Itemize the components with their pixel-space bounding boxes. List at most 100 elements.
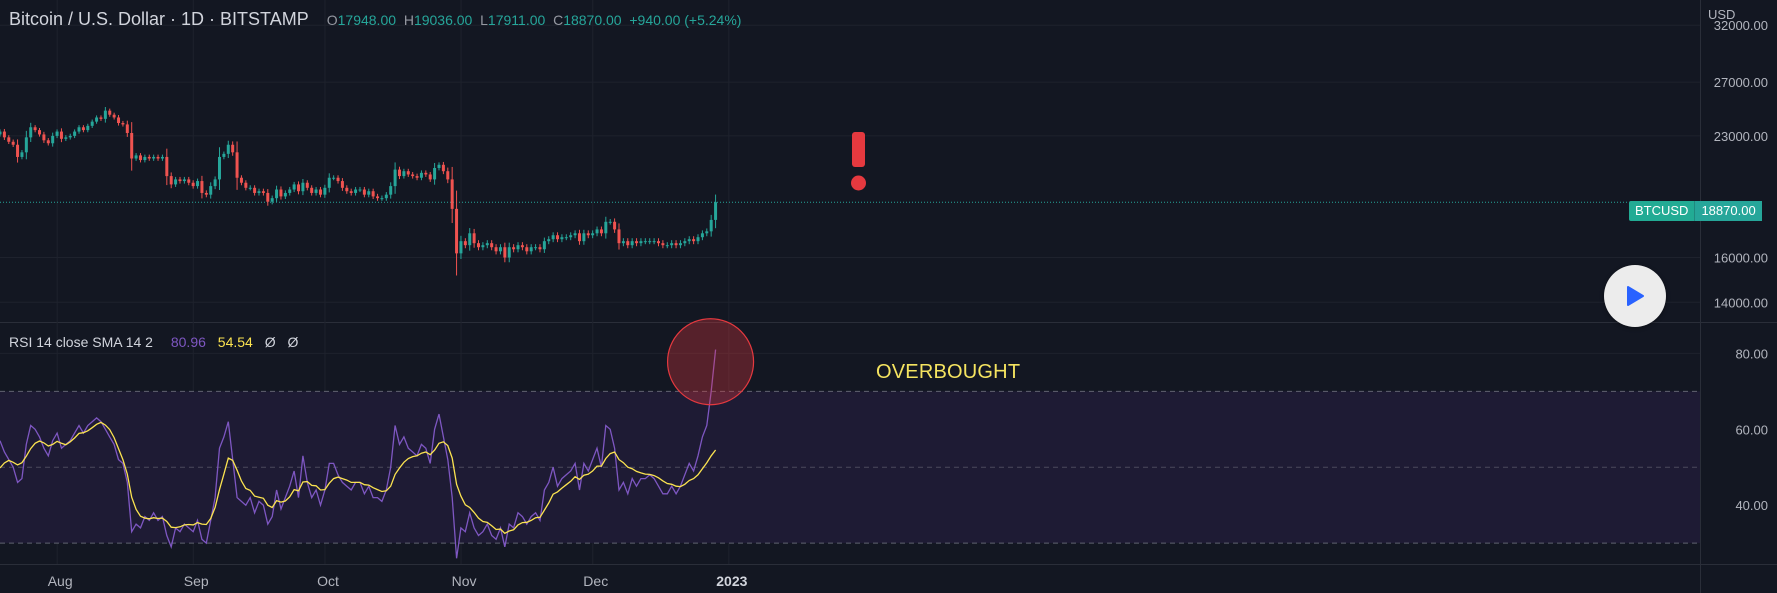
candle xyxy=(459,235,463,259)
candle-body xyxy=(534,247,538,249)
candle-body xyxy=(371,191,375,197)
candle-body xyxy=(648,241,652,243)
candle xyxy=(187,176,191,186)
candle xyxy=(310,185,314,196)
candle xyxy=(678,240,682,249)
candle xyxy=(222,151,226,160)
candle xyxy=(595,226,599,237)
candle-body xyxy=(384,194,388,199)
candle-body xyxy=(292,184,296,190)
candle xyxy=(143,154,147,163)
candle-body xyxy=(169,176,173,185)
candle xyxy=(42,131,46,143)
candle xyxy=(652,238,656,245)
candle xyxy=(64,135,68,142)
candle xyxy=(485,240,489,249)
candle-body xyxy=(639,241,643,244)
candle xyxy=(182,176,186,184)
candle-body xyxy=(525,247,529,252)
candle xyxy=(200,175,204,199)
candle xyxy=(204,190,208,198)
candle-body xyxy=(340,181,344,188)
candle xyxy=(178,176,182,184)
candle-body xyxy=(481,245,485,248)
candle xyxy=(573,230,577,239)
candle xyxy=(534,244,538,251)
candle xyxy=(599,226,603,237)
candle-body xyxy=(64,137,68,139)
low-label: L xyxy=(480,12,488,28)
change-value: +940.00 (+5.24%) xyxy=(629,12,742,28)
candle-body xyxy=(411,174,415,177)
candle xyxy=(424,170,428,177)
candle-body xyxy=(117,117,121,124)
candle-body xyxy=(218,156,221,180)
candle-body xyxy=(279,189,283,197)
candle-body xyxy=(305,182,309,188)
candle-body xyxy=(33,127,37,131)
candle xyxy=(613,218,617,233)
candle xyxy=(314,186,318,196)
candle xyxy=(705,228,709,237)
replay-play-button[interactable] xyxy=(1604,265,1666,327)
candle xyxy=(411,172,415,179)
candle-body xyxy=(468,233,472,246)
candle xyxy=(125,120,129,137)
candle xyxy=(621,238,625,247)
candle-body xyxy=(538,247,542,250)
candle-body xyxy=(692,239,696,242)
candle xyxy=(305,180,309,191)
candle-body xyxy=(314,189,318,193)
candle-body xyxy=(661,243,665,246)
candle xyxy=(450,166,454,224)
candle-body xyxy=(705,231,709,234)
open-label: O xyxy=(326,12,338,28)
candle xyxy=(498,244,502,255)
candle xyxy=(38,127,42,137)
candle-body xyxy=(617,229,621,244)
candle xyxy=(253,185,257,196)
rsi-title[interactable]: RSI 14 close SMA 14 2 xyxy=(9,334,153,350)
candle-body xyxy=(156,156,160,159)
candle-body xyxy=(174,179,178,185)
candle-body xyxy=(143,156,147,161)
currency-label: USD xyxy=(1708,7,1735,22)
candle-body xyxy=(301,182,305,192)
candle-body xyxy=(520,245,524,248)
candle xyxy=(577,229,581,245)
candle xyxy=(556,232,560,243)
candle-body xyxy=(643,241,647,243)
candle xyxy=(639,238,643,247)
candle-body xyxy=(138,155,142,161)
candle-body xyxy=(226,144,230,154)
candle-body xyxy=(182,179,186,182)
candle xyxy=(626,238,630,249)
candle xyxy=(51,132,55,147)
candle xyxy=(73,129,77,139)
candle xyxy=(437,162,441,171)
candle xyxy=(349,188,353,196)
candle-body xyxy=(90,121,94,126)
candle-body xyxy=(556,235,560,240)
candle xyxy=(472,228,476,248)
time-tick-label: Aug xyxy=(48,573,73,589)
symbol-title[interactable]: Bitcoin / U.S. Dollar · 1D · BITSTAMP xyxy=(9,9,309,29)
candle xyxy=(112,112,116,120)
candle xyxy=(103,107,107,123)
candle-body xyxy=(472,233,476,244)
time-tick-label: Nov xyxy=(452,573,477,589)
candlestick-series xyxy=(0,107,718,276)
candle-body xyxy=(20,152,24,157)
candle xyxy=(648,238,652,245)
candle xyxy=(397,166,401,180)
play-icon xyxy=(1627,286,1644,306)
candle xyxy=(433,162,437,185)
candle-body xyxy=(547,239,551,242)
candle-body xyxy=(152,156,156,159)
candle xyxy=(16,139,20,163)
candle xyxy=(81,125,85,133)
candle xyxy=(323,184,327,198)
candle xyxy=(604,216,608,239)
